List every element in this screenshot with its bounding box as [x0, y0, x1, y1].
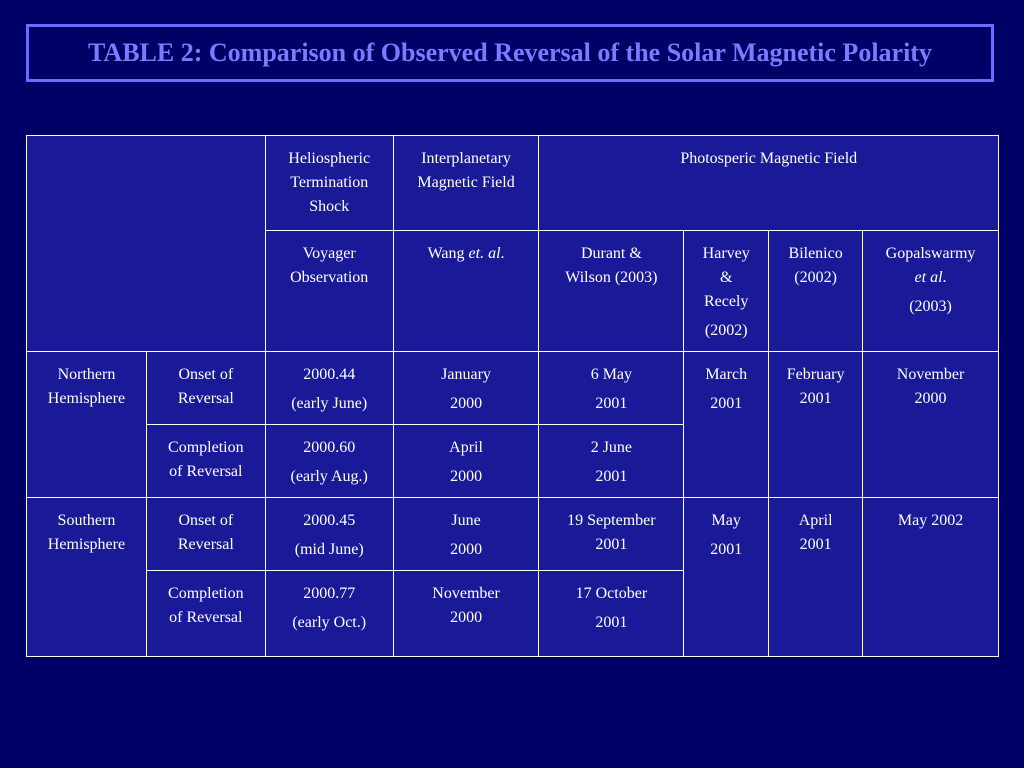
cell-north-onset-wang: January 2000	[392, 351, 540, 425]
south-onset-row: Southern Hemisphere Onset of Reversal 20…	[26, 497, 999, 657]
cell-north-completion-durant: 2 June 2001	[538, 424, 685, 498]
south-completion-row: Completion of Reversal 2000.77 (early Oc…	[27, 570, 999, 657]
comparison-table: Heliospheric Termination Shock Interplan…	[26, 135, 999, 657]
header-photospheric: Photosperic Magnetic Field	[538, 135, 999, 231]
cell-south-onset-wang: June 2000	[392, 497, 540, 571]
cell-south-completion-durant: 17 October 2001	[538, 570, 685, 657]
header-durant: Durant & Wilson (2003)	[538, 230, 685, 352]
header-row-1: Heliospheric Termination Shock Interplan…	[26, 135, 999, 352]
onset-label: Onset of Reversal	[145, 351, 266, 425]
header-gopalswarmy: Gopalswarmy et al. (2003)	[862, 230, 999, 352]
page-title: TABLE 2: Comparison of Observed Reversal…	[88, 38, 932, 67]
header-interplanetary: Interplanetary Magnetic Field	[392, 135, 540, 231]
cell-south-harvey: May 2001	[683, 497, 770, 657]
completion-label: Completion of Reversal	[145, 424, 266, 498]
header-wang: Wang et. al.	[392, 230, 540, 352]
cell-north-gopalswarmy: November 2000	[862, 351, 999, 498]
cell-north-bilenico: February 2001	[768, 351, 864, 498]
cell-south-onset-voyager: 2000.45 (mid June)	[264, 497, 394, 571]
onset-label: Onset of Reversal	[145, 497, 266, 571]
cell-south-onset-durant: 19 September 2001	[538, 497, 685, 571]
cell-north-completion-voyager: 2000.60 (early Aug.)	[264, 424, 394, 498]
title-box: TABLE 2: Comparison of Observed Reversal…	[26, 24, 994, 82]
header-bilenico: Bilenico (2002)	[768, 230, 864, 352]
completion-label: Completion of Reversal	[145, 570, 266, 657]
cell-north-harvey: March 2001	[683, 351, 770, 498]
southern-hemisphere-label: Southern Hemisphere	[26, 497, 147, 657]
cell-north-completion-wang: April 2000	[392, 424, 540, 498]
north-onset-row: Northern Hemisphere Onset of Reversal 20…	[26, 351, 999, 498]
cell-north-onset-voyager: 2000.44 (early June)	[264, 351, 394, 425]
header-heliospheric: Heliospheric Termination Shock	[264, 135, 394, 231]
cell-south-completion-wang: November 2000	[392, 570, 540, 657]
header-voyager: Voyager Observation	[264, 230, 394, 352]
empty-corner-cell	[26, 135, 266, 352]
northern-hemisphere-label: Northern Hemisphere	[26, 351, 147, 498]
cell-south-bilenico: April 2001	[768, 497, 864, 657]
cell-north-onset-durant: 6 May 2001	[538, 351, 685, 425]
cell-south-completion-voyager: 2000.77 (early Oct.)	[264, 570, 394, 657]
header-row-2: Voyager Observation Wang et. al. Durant …	[27, 230, 999, 352]
header-harvey: Harvey & Recely (2002)	[683, 230, 770, 352]
cell-south-gopalswarmy: May 2002	[862, 497, 999, 657]
